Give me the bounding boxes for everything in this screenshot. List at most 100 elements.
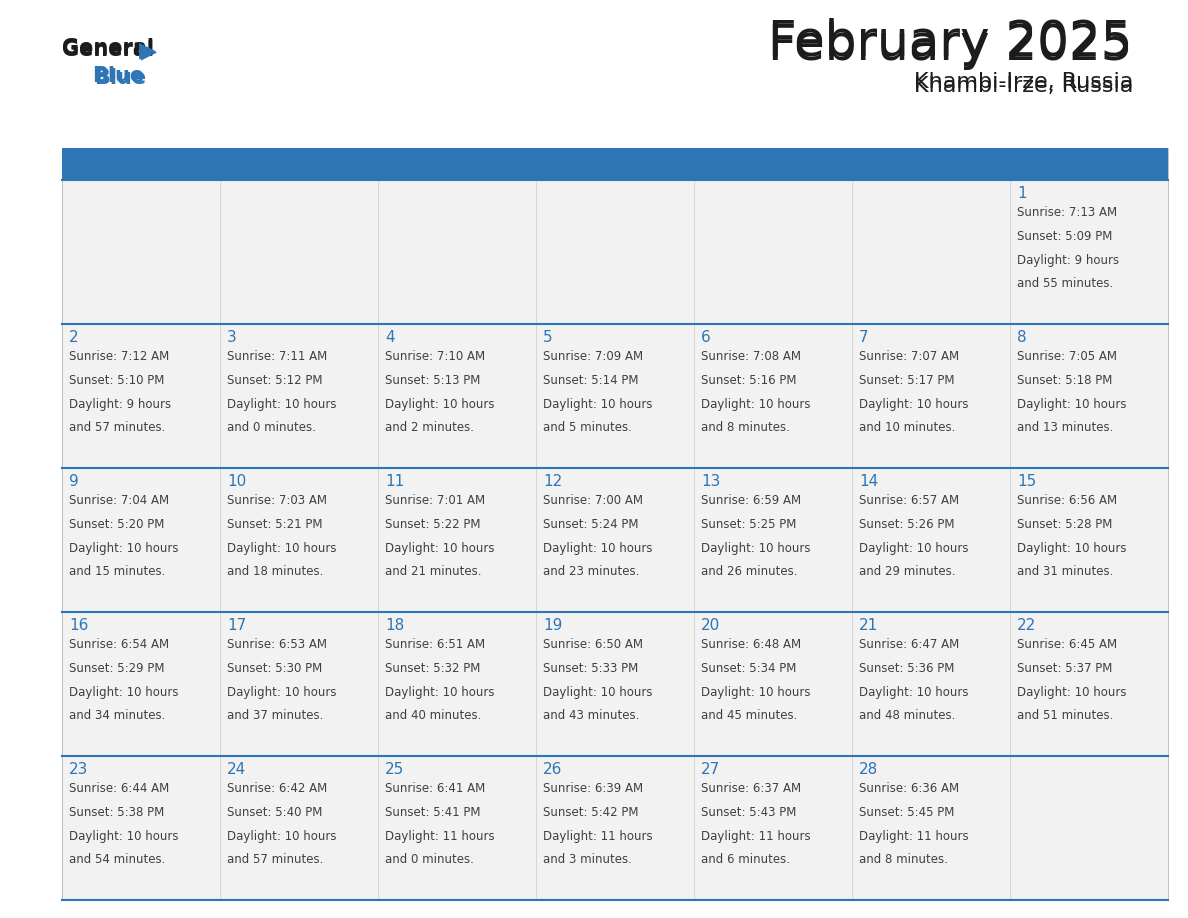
Text: Sunset: 5:20 PM: Sunset: 5:20 PM <box>69 518 164 531</box>
Text: and 29 minutes.: and 29 minutes. <box>859 565 955 578</box>
Text: Daylight: 10 hours: Daylight: 10 hours <box>859 397 968 410</box>
Text: and 48 minutes.: and 48 minutes. <box>859 710 955 722</box>
Text: Sunrise: 7:04 AM: Sunrise: 7:04 AM <box>69 494 169 507</box>
Text: and 31 minutes.: and 31 minutes. <box>1017 565 1113 578</box>
Text: Sunrise: 7:11 AM: Sunrise: 7:11 AM <box>227 350 327 363</box>
Text: Sunrise: 7:03 AM: Sunrise: 7:03 AM <box>227 494 327 507</box>
Text: 13: 13 <box>701 474 720 489</box>
Text: Daylight: 10 hours: Daylight: 10 hours <box>1017 686 1126 699</box>
Text: 24: 24 <box>227 762 246 777</box>
Text: February 2025: February 2025 <box>769 22 1133 70</box>
Text: and 54 minutes.: and 54 minutes. <box>69 853 165 867</box>
Bar <box>694 468 852 612</box>
Text: and 2 minutes.: and 2 minutes. <box>385 421 474 434</box>
Text: 18: 18 <box>385 618 404 633</box>
Text: Sunrise: 7:09 AM: Sunrise: 7:09 AM <box>543 350 643 363</box>
Text: Daylight: 10 hours: Daylight: 10 hours <box>543 542 652 554</box>
Text: Daylight: 10 hours: Daylight: 10 hours <box>701 542 810 554</box>
Bar <box>62 612 220 756</box>
Text: Khambi-Irze, Russia: Khambi-Irze, Russia <box>914 72 1133 92</box>
Bar <box>852 756 1010 900</box>
Text: and 10 minutes.: and 10 minutes. <box>859 421 955 434</box>
Bar <box>220 756 378 900</box>
Text: Sunset: 5:28 PM: Sunset: 5:28 PM <box>1017 518 1112 531</box>
Text: Daylight: 10 hours: Daylight: 10 hours <box>385 397 494 410</box>
Text: Sunrise: 7:07 AM: Sunrise: 7:07 AM <box>859 350 959 363</box>
Text: 2: 2 <box>69 330 78 345</box>
Text: 7: 7 <box>859 330 868 345</box>
Text: Daylight: 10 hours: Daylight: 10 hours <box>227 397 336 410</box>
Bar <box>378 612 536 756</box>
Text: 28: 28 <box>859 762 878 777</box>
Text: Daylight: 10 hours: Daylight: 10 hours <box>227 686 336 699</box>
Bar <box>694 180 852 324</box>
Text: Daylight: 10 hours: Daylight: 10 hours <box>701 686 810 699</box>
Text: Sunset: 5:25 PM: Sunset: 5:25 PM <box>701 518 796 531</box>
Text: 1: 1 <box>1017 186 1026 201</box>
Text: Daylight: 10 hours: Daylight: 10 hours <box>1017 542 1126 554</box>
Text: Daylight: 9 hours: Daylight: 9 hours <box>1017 253 1119 266</box>
Text: Tuesday: Tuesday <box>425 156 488 172</box>
Bar <box>694 324 852 468</box>
Text: Sunset: 5:30 PM: Sunset: 5:30 PM <box>227 662 322 675</box>
Text: Sunrise: 7:13 AM: Sunrise: 7:13 AM <box>1017 206 1117 219</box>
Text: 3: 3 <box>227 330 236 345</box>
Text: Daylight: 10 hours: Daylight: 10 hours <box>1017 397 1126 410</box>
Text: Sunrise: 6:50 AM: Sunrise: 6:50 AM <box>543 638 643 651</box>
Text: Sunset: 5:36 PM: Sunset: 5:36 PM <box>859 662 954 675</box>
Text: and 18 minutes.: and 18 minutes. <box>227 565 323 578</box>
Text: Sunset: 5:43 PM: Sunset: 5:43 PM <box>701 806 796 819</box>
Bar <box>378 180 536 324</box>
Bar <box>220 468 378 612</box>
Text: and 51 minutes.: and 51 minutes. <box>1017 710 1113 722</box>
Text: Sunset: 5:38 PM: Sunset: 5:38 PM <box>69 806 164 819</box>
Text: 21: 21 <box>859 618 878 633</box>
Text: Sunset: 5:41 PM: Sunset: 5:41 PM <box>385 806 480 819</box>
Text: Sunrise: 6:56 AM: Sunrise: 6:56 AM <box>1017 494 1117 507</box>
Text: Thursday: Thursday <box>738 156 809 172</box>
Text: and 37 minutes.: and 37 minutes. <box>227 710 323 722</box>
Text: Sunrise: 6:37 AM: Sunrise: 6:37 AM <box>701 782 801 795</box>
Text: Sunset: 5:13 PM: Sunset: 5:13 PM <box>385 374 480 386</box>
Bar <box>536 612 694 756</box>
Text: 16: 16 <box>69 618 88 633</box>
Text: Sunset: 5:22 PM: Sunset: 5:22 PM <box>385 518 480 531</box>
Text: Blue: Blue <box>91 66 144 86</box>
Text: and 15 minutes.: and 15 minutes. <box>69 565 165 578</box>
Bar <box>852 468 1010 612</box>
Text: Sunrise: 7:12 AM: Sunrise: 7:12 AM <box>69 350 169 363</box>
Text: Sunday: Sunday <box>113 156 170 172</box>
Text: Sunset: 5:37 PM: Sunset: 5:37 PM <box>1017 662 1112 675</box>
Text: and 0 minutes.: and 0 minutes. <box>385 853 474 867</box>
Text: 25: 25 <box>385 762 404 777</box>
Text: 20: 20 <box>701 618 720 633</box>
Text: February 2025: February 2025 <box>769 18 1133 66</box>
Text: Sunrise: 7:01 AM: Sunrise: 7:01 AM <box>385 494 485 507</box>
Text: Sunset: 5:33 PM: Sunset: 5:33 PM <box>543 662 638 675</box>
Text: 17: 17 <box>227 618 246 633</box>
Text: Sunset: 5:32 PM: Sunset: 5:32 PM <box>385 662 480 675</box>
Bar <box>1010 468 1168 612</box>
Text: Sunrise: 6:39 AM: Sunrise: 6:39 AM <box>543 782 643 795</box>
Text: and 43 minutes.: and 43 minutes. <box>543 710 639 722</box>
Text: and 3 minutes.: and 3 minutes. <box>543 853 632 867</box>
Text: Daylight: 9 hours: Daylight: 9 hours <box>69 397 171 410</box>
Text: Sunset: 5:18 PM: Sunset: 5:18 PM <box>1017 374 1112 386</box>
Bar <box>62 148 220 180</box>
Bar <box>536 324 694 468</box>
Text: Sunrise: 7:08 AM: Sunrise: 7:08 AM <box>701 350 801 363</box>
Text: Daylight: 10 hours: Daylight: 10 hours <box>69 686 178 699</box>
Text: and 13 minutes.: and 13 minutes. <box>1017 421 1113 434</box>
Text: Sunset: 5:24 PM: Sunset: 5:24 PM <box>543 518 638 531</box>
Text: Daylight: 11 hours: Daylight: 11 hours <box>701 830 810 843</box>
Text: Sunset: 5:21 PM: Sunset: 5:21 PM <box>227 518 322 531</box>
Bar <box>852 180 1010 324</box>
Bar <box>694 148 852 180</box>
Text: Sunrise: 7:00 AM: Sunrise: 7:00 AM <box>543 494 643 507</box>
Bar <box>220 324 378 468</box>
Bar <box>852 148 1010 180</box>
Bar <box>220 148 378 180</box>
Text: and 57 minutes.: and 57 minutes. <box>69 421 165 434</box>
Bar <box>852 612 1010 756</box>
Text: Sunset: 5:16 PM: Sunset: 5:16 PM <box>701 374 796 386</box>
